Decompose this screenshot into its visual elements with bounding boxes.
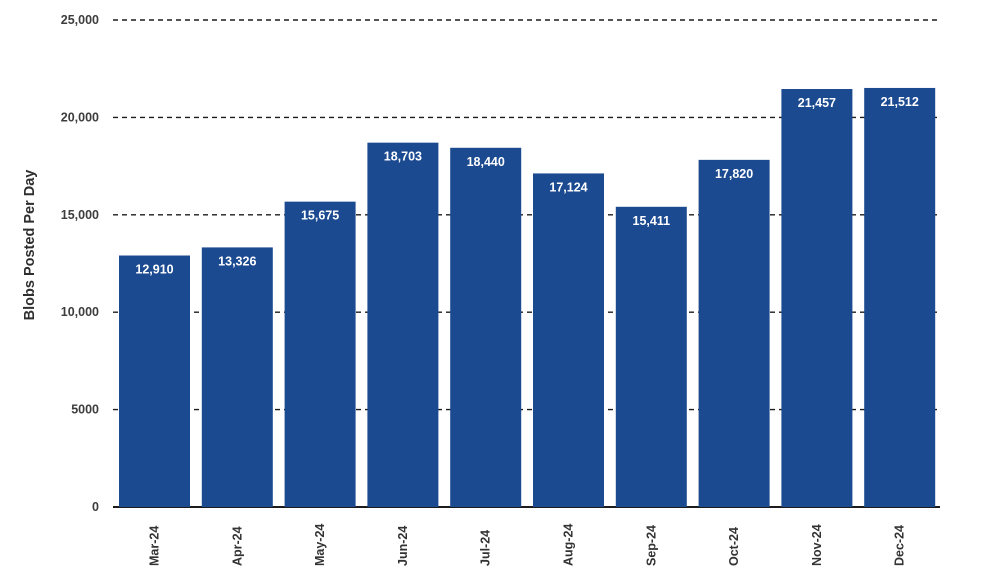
y-axis-tick-labels: 0 5000 10,000 15,000 20,000 25,000 (61, 13, 99, 514)
y-tick-label: 15,000 (61, 208, 99, 222)
bar-value-label: 17,124 (549, 180, 587, 194)
bar-value-label: 18,703 (384, 150, 422, 164)
bar-value-label: 13,326 (218, 254, 256, 268)
bar-value-label: 15,675 (301, 209, 339, 223)
x-tick-label: Jun-24 (396, 526, 410, 566)
bar (533, 173, 604, 507)
bar-value-label: 21,457 (798, 96, 836, 110)
bar (781, 89, 853, 507)
bar (119, 255, 190, 507)
y-axis-title: Blobs Posted Per Day (22, 170, 38, 321)
bar (201, 247, 273, 507)
bar (864, 87, 936, 508)
bar (284, 201, 356, 507)
x-tick-label: Mar-24 (148, 526, 162, 566)
x-tick-label: Apr-24 (230, 526, 244, 566)
bar-value-label: 12,910 (135, 263, 173, 277)
x-tick-label: Dec-24 (893, 525, 907, 566)
x-tick-label: Oct-24 (727, 527, 741, 566)
y-tick-label: 5000 (71, 403, 99, 417)
x-axis-tick-labels: Mar-24 Apr-24 May-24 Jun-24 Jul-24 Aug-24 Sep-… (148, 524, 907, 566)
bar-value-label: 17,820 (715, 167, 753, 181)
y-tick-label: 0 (92, 500, 99, 514)
x-tick-label: Jul-24 (479, 530, 493, 566)
bar (615, 206, 687, 508)
bar-value-label: 21,512 (881, 95, 919, 109)
x-tick-label: Sep-24 (644, 525, 658, 566)
y-tick-label: 10,000 (61, 305, 99, 319)
x-tick-label: Aug-24 (562, 524, 576, 566)
bars-layer (119, 87, 936, 508)
bar-value-label: 18,440 (467, 155, 505, 169)
y-tick-label: 25,000 (61, 13, 99, 27)
bar (450, 147, 522, 507)
bar-value-label: 15,411 (633, 214, 671, 228)
y-tick-label: 20,000 (61, 110, 99, 124)
bar (698, 159, 770, 507)
value-labels-layer: 12,910 13,326 15,675 18,703 18,440 17,124 15,4… (135, 95, 918, 277)
bar (367, 142, 439, 507)
x-tick-label: May-24 (313, 524, 327, 566)
x-tick-label: Nov-24 (810, 524, 824, 566)
